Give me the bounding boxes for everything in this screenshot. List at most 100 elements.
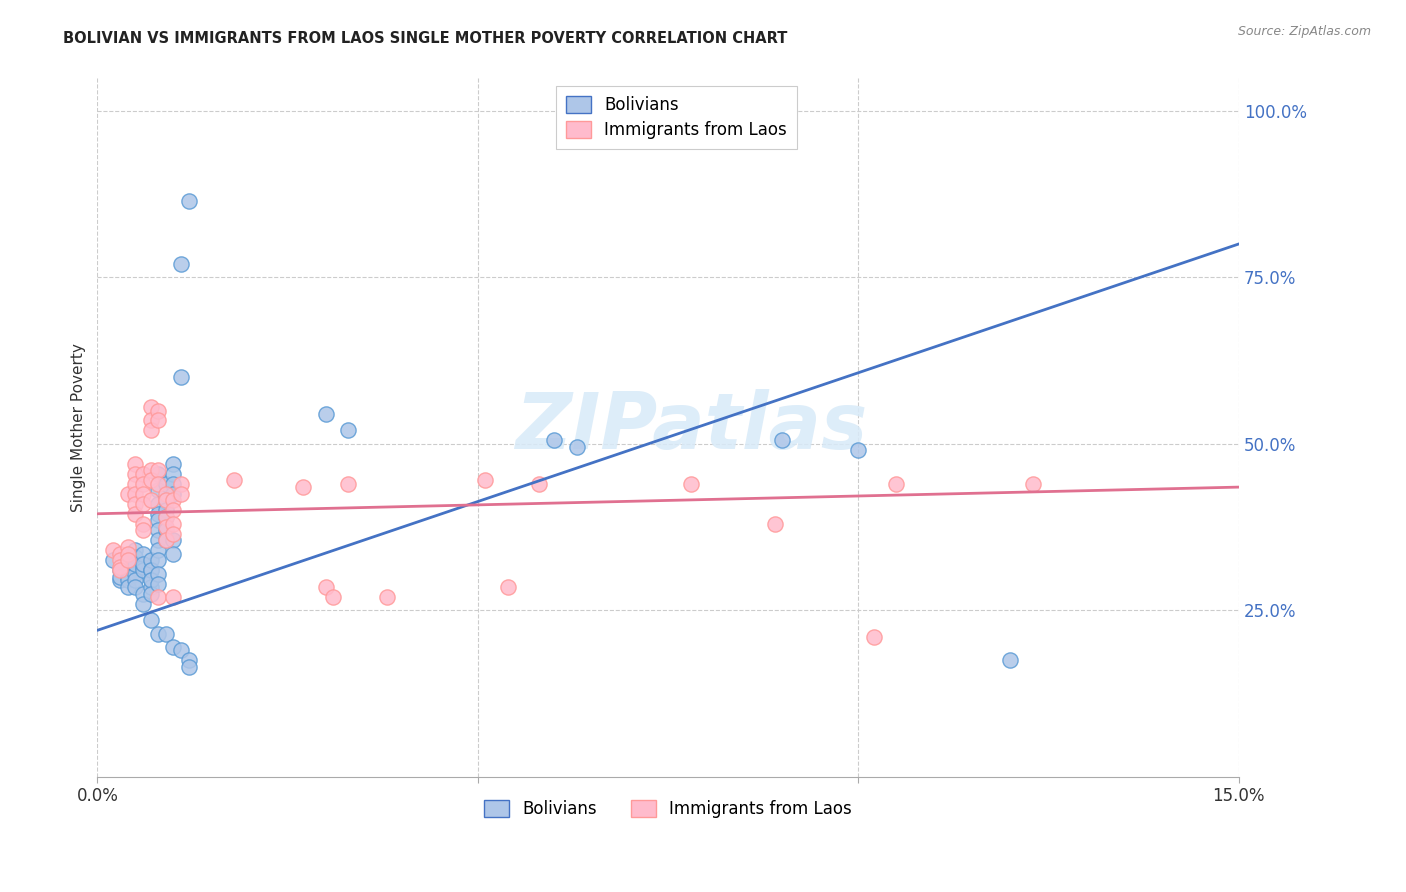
Point: [148, 413, 170, 427]
Point: [155, 520, 177, 534]
Point: [139, 563, 162, 577]
Point: [148, 553, 170, 567]
Point: [108, 570, 131, 584]
Point: [565, 440, 588, 454]
Point: [132, 467, 155, 481]
Point: [108, 560, 131, 574]
Point: [117, 553, 139, 567]
Point: [117, 553, 139, 567]
Point: [139, 563, 162, 577]
Point: [117, 547, 139, 561]
Point: [139, 613, 162, 627]
Point: [170, 257, 193, 271]
Point: [117, 557, 139, 571]
Text: R = 0.084   N = 58: R = 0.084 N = 58: [640, 125, 792, 140]
Point: [124, 574, 146, 588]
Point: [117, 487, 139, 501]
Point: [139, 474, 162, 488]
Point: [224, 474, 246, 488]
Point: [139, 463, 162, 477]
Point: [124, 580, 146, 594]
Point: [139, 580, 162, 594]
Y-axis label: Single Mother Poverty: Single Mother Poverty: [72, 343, 86, 512]
Point: [108, 563, 131, 577]
Point: [108, 553, 131, 567]
Point: [148, 566, 170, 581]
Point: [315, 407, 337, 421]
Point: [124, 457, 146, 471]
Point: [770, 434, 793, 448]
Point: [124, 467, 146, 481]
Point: [132, 487, 155, 501]
Point: [108, 574, 131, 588]
Point: [117, 560, 139, 574]
Point: [155, 524, 177, 538]
Point: [117, 570, 139, 584]
Point: [155, 510, 177, 524]
Legend: Bolivians, Immigrants from Laos: Bolivians, Immigrants from Laos: [478, 793, 859, 824]
Point: [132, 597, 155, 611]
Point: [162, 503, 184, 517]
Point: [148, 524, 170, 538]
Point: [132, 497, 155, 511]
Point: [162, 476, 184, 491]
Point: [139, 574, 162, 588]
Point: [148, 533, 170, 548]
Point: [148, 497, 170, 511]
Point: [139, 587, 162, 601]
Text: Source: ZipAtlas.com: Source: ZipAtlas.com: [1237, 25, 1371, 38]
Point: [124, 507, 146, 521]
Point: [117, 574, 139, 588]
Point: [170, 370, 193, 384]
Text: BOLIVIAN VS IMMIGRANTS FROM LAOS SINGLE MOTHER POVERTY CORRELATION CHART: BOLIVIAN VS IMMIGRANTS FROM LAOS SINGLE …: [63, 31, 787, 46]
Point: [679, 476, 702, 491]
Point: [148, 483, 170, 498]
Point: [162, 547, 184, 561]
Point: [155, 493, 177, 508]
Point: [162, 516, 184, 531]
Point: [132, 560, 155, 574]
Point: [139, 400, 162, 414]
Point: [124, 476, 146, 491]
Point: [101, 553, 124, 567]
Point: [155, 626, 177, 640]
Point: [1022, 476, 1045, 491]
Point: [108, 547, 131, 561]
Point: [132, 516, 155, 531]
Point: [132, 476, 155, 491]
Point: [155, 510, 177, 524]
Point: [322, 590, 344, 604]
Point: [148, 463, 170, 477]
Point: [139, 493, 162, 508]
Point: [148, 467, 170, 481]
Point: [763, 516, 786, 531]
Point: [132, 547, 155, 561]
Point: [162, 526, 184, 541]
Point: [162, 533, 184, 548]
Point: [124, 549, 146, 564]
Text: ZIPatlas: ZIPatlas: [515, 389, 868, 465]
Point: [170, 476, 193, 491]
Point: [148, 513, 170, 527]
Point: [846, 443, 869, 458]
Point: [162, 487, 184, 501]
Point: [155, 487, 177, 501]
Point: [124, 497, 146, 511]
Point: [177, 194, 200, 208]
Point: [124, 566, 146, 581]
Point: [132, 587, 155, 601]
Point: [139, 574, 162, 588]
Point: [170, 487, 193, 501]
Point: [162, 493, 184, 508]
Point: [148, 507, 170, 521]
Text: R = 0.370   N = 72: R = 0.370 N = 72: [640, 96, 792, 112]
Point: [177, 653, 200, 667]
Point: [124, 560, 146, 574]
Point: [148, 626, 170, 640]
Point: [162, 467, 184, 481]
Point: [117, 540, 139, 554]
Point: [148, 403, 170, 417]
Point: [315, 580, 337, 594]
Point: [148, 543, 170, 558]
Point: [474, 474, 496, 488]
